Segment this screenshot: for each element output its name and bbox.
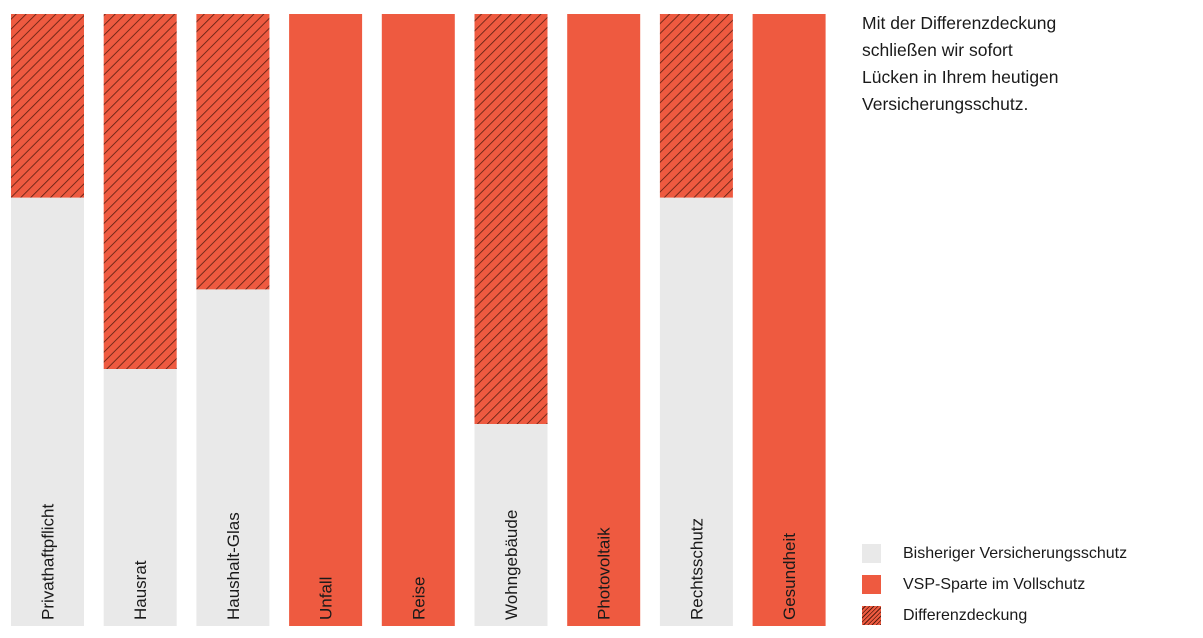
- legend-swatch-full-coverage: [862, 575, 881, 594]
- legend-label-difference-coverage: Differenzdeckung: [903, 606, 1028, 624]
- legend-swatch-prior-coverage: [862, 544, 881, 563]
- bar-segment-prior-privathaftpflicht: [11, 197, 84, 626]
- bar-segment-difference-haushalt-glas: [196, 14, 270, 290]
- bar-segment-difference-hausrat: [103, 14, 177, 369]
- bar-segment-difference-wohngebaeude: [474, 14, 548, 424]
- legend-item-prior-coverage: Bisheriger Versicherungsschutz: [862, 544, 1127, 563]
- bar-segment-full-unfall: [289, 14, 363, 626]
- bar-label-rechtsschutz: Rechtsschutz: [687, 518, 706, 620]
- legend-label-full-coverage: VSP-Sparte im Vollschutz: [903, 575, 1086, 593]
- bar-label-privathaftpflicht: Privathaftpflicht: [39, 504, 58, 620]
- insurance-coverage-chart: Privathaftpflicht Hausrat Haushalt-Glas Unf…: [11, 14, 826, 626]
- bar-segment-difference-rechtsschutz: [659, 14, 733, 198]
- legend-label-prior-coverage: Bisheriger Versicherungsschutz: [903, 544, 1128, 562]
- bar-segment-full-gesundheit: [752, 14, 826, 626]
- bar-segment-prior-haushalt-glas: [196, 289, 270, 626]
- legend-item-difference-coverage: Differenzdeckung: [862, 606, 1127, 625]
- bar-segment-full-photovoltaik: [567, 14, 641, 626]
- bar-label-reise: Reise: [409, 577, 428, 620]
- legend-item-full-coverage: VSP-Sparte im Vollschutz: [862, 575, 1127, 594]
- bar-segment-full-reise: [381, 14, 455, 626]
- bar-label-wohngebaeude: Wohngebäude: [502, 510, 521, 620]
- intro-text: Mit der Differenzdeckung schließen wir s…: [862, 13, 1059, 114]
- bar-segment-difference-privathaftpflicht: [11, 14, 84, 198]
- bars-group: Privathaftpflicht Hausrat Haushalt-Glas Unf…: [11, 14, 826, 626]
- bar-label-unfall: Unfall: [317, 577, 336, 620]
- legend-swatch-difference-coverage: [862, 606, 881, 625]
- bar-segment-prior-rechtsschutz: [659, 197, 733, 626]
- bar-label-hausrat: Hausrat: [131, 560, 150, 620]
- legend: Bisheriger Versicherungsschutz VSP-Spart…: [862, 544, 1127, 637]
- bar-segment-prior-wohngebaeude: [474, 424, 548, 626]
- bar-segment-prior-hausrat: [103, 369, 177, 626]
- bar-label-photovoltaik: Photovoltaik: [595, 527, 614, 620]
- bar-label-haushalt-glas: Haushalt-Glas: [224, 512, 243, 620]
- bar-label-gesundheit: Gesundheit: [780, 533, 799, 620]
